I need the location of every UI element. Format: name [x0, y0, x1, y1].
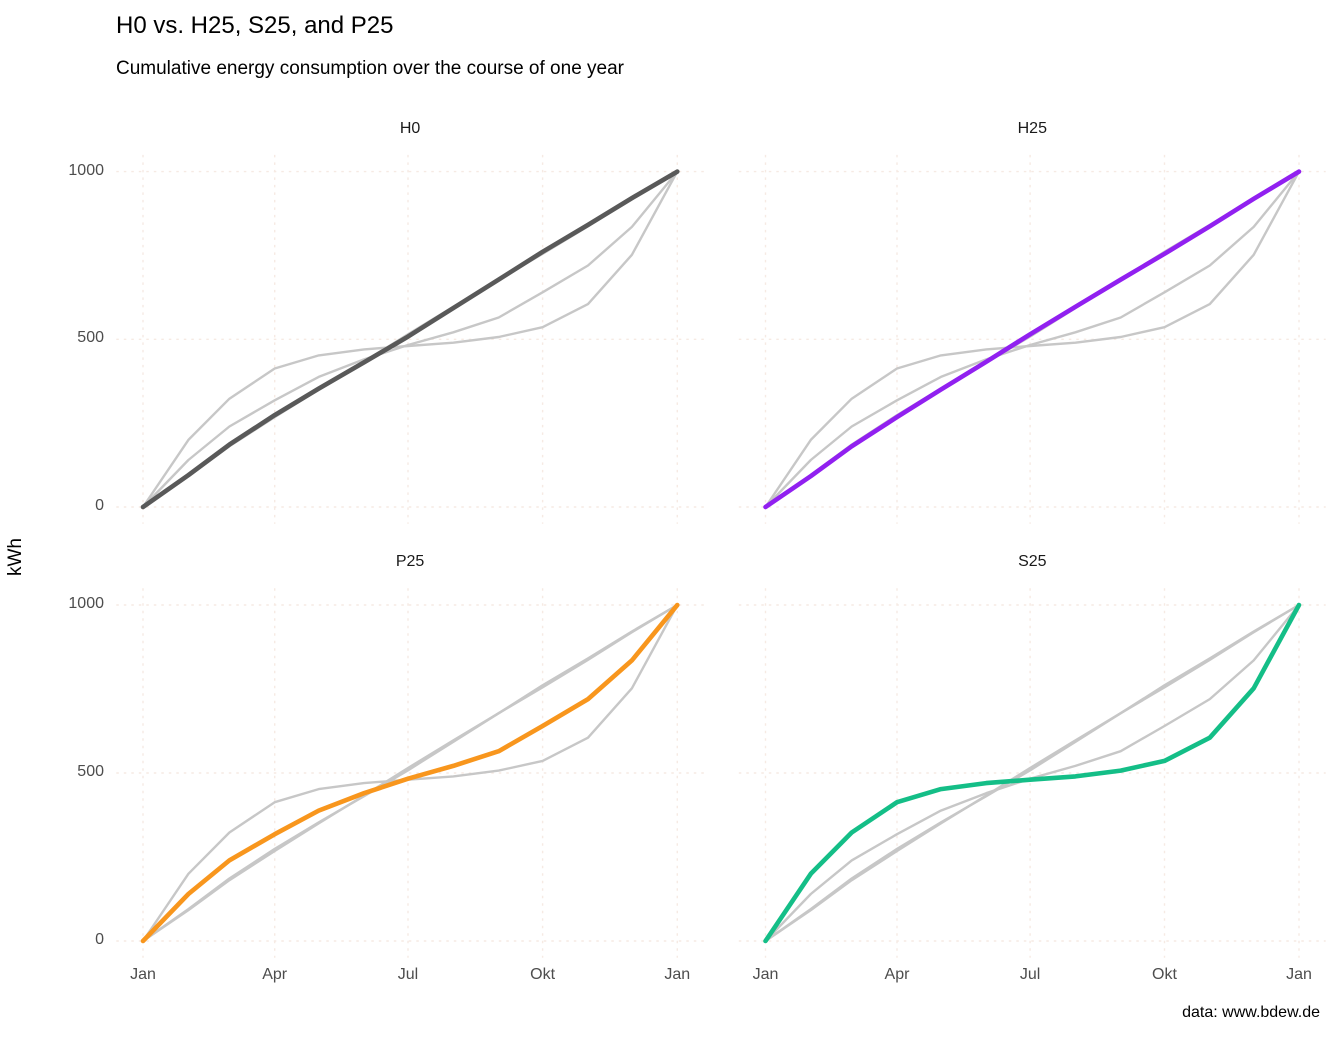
- x-tick-label: Jul: [1019, 966, 1041, 983]
- plot-title: H0 vs. H25, S25, and P25: [116, 12, 394, 39]
- x-tick-label: Okt: [530, 966, 556, 983]
- series-line-S25-in-H0-panel: [141, 170, 679, 509]
- gridlines-H25: [738, 154, 1326, 524]
- y-tick-label: 0: [95, 497, 104, 514]
- series-line-H25-in-S25-panel: [764, 603, 1301, 943]
- y-tick-label: 0: [95, 931, 104, 948]
- plot-subtitle: Cumulative energy consumption over the c…: [116, 58, 624, 79]
- series-line-S25-in-H25-panel: [764, 170, 1301, 509]
- y-tick-label: 500: [77, 329, 104, 347]
- gridlines-P25: [116, 588, 704, 958]
- facet-strip-H0: H0: [399, 120, 421, 137]
- x-tick-label: Jan: [752, 966, 779, 983]
- series-line-S25: [763, 602, 1302, 944]
- facet-strip-S25: S25: [1018, 553, 1047, 570]
- caption: data: www.bdew.de: [1182, 1004, 1320, 1021]
- series-line-P25: [140, 602, 680, 944]
- x-tick-label: Okt: [1152, 966, 1177, 983]
- x-tick-label: Apr: [262, 966, 288, 983]
- facet-strip-P25: P25: [395, 553, 425, 570]
- series-line-H0: [140, 169, 680, 510]
- gridlines-S25: [738, 588, 1326, 958]
- series-line-H25-in-P25-panel: [141, 603, 679, 943]
- x-tick-label: Jan: [1286, 966, 1312, 983]
- x-tick-label: Jan: [130, 966, 156, 983]
- y-tick-label: 500: [77, 763, 104, 780]
- x-tick-label: Apr: [884, 966, 910, 983]
- y-tick-label: 1000: [68, 595, 104, 612]
- x-tick-label: Jan: [664, 966, 691, 983]
- gridlines-H0: [116, 154, 704, 524]
- facet-strip-H25: H25: [1017, 120, 1047, 137]
- y-tick-label: 1000: [68, 161, 104, 179]
- series-line-H25: [763, 169, 1302, 510]
- x-tick-label: Jul: [397, 966, 419, 983]
